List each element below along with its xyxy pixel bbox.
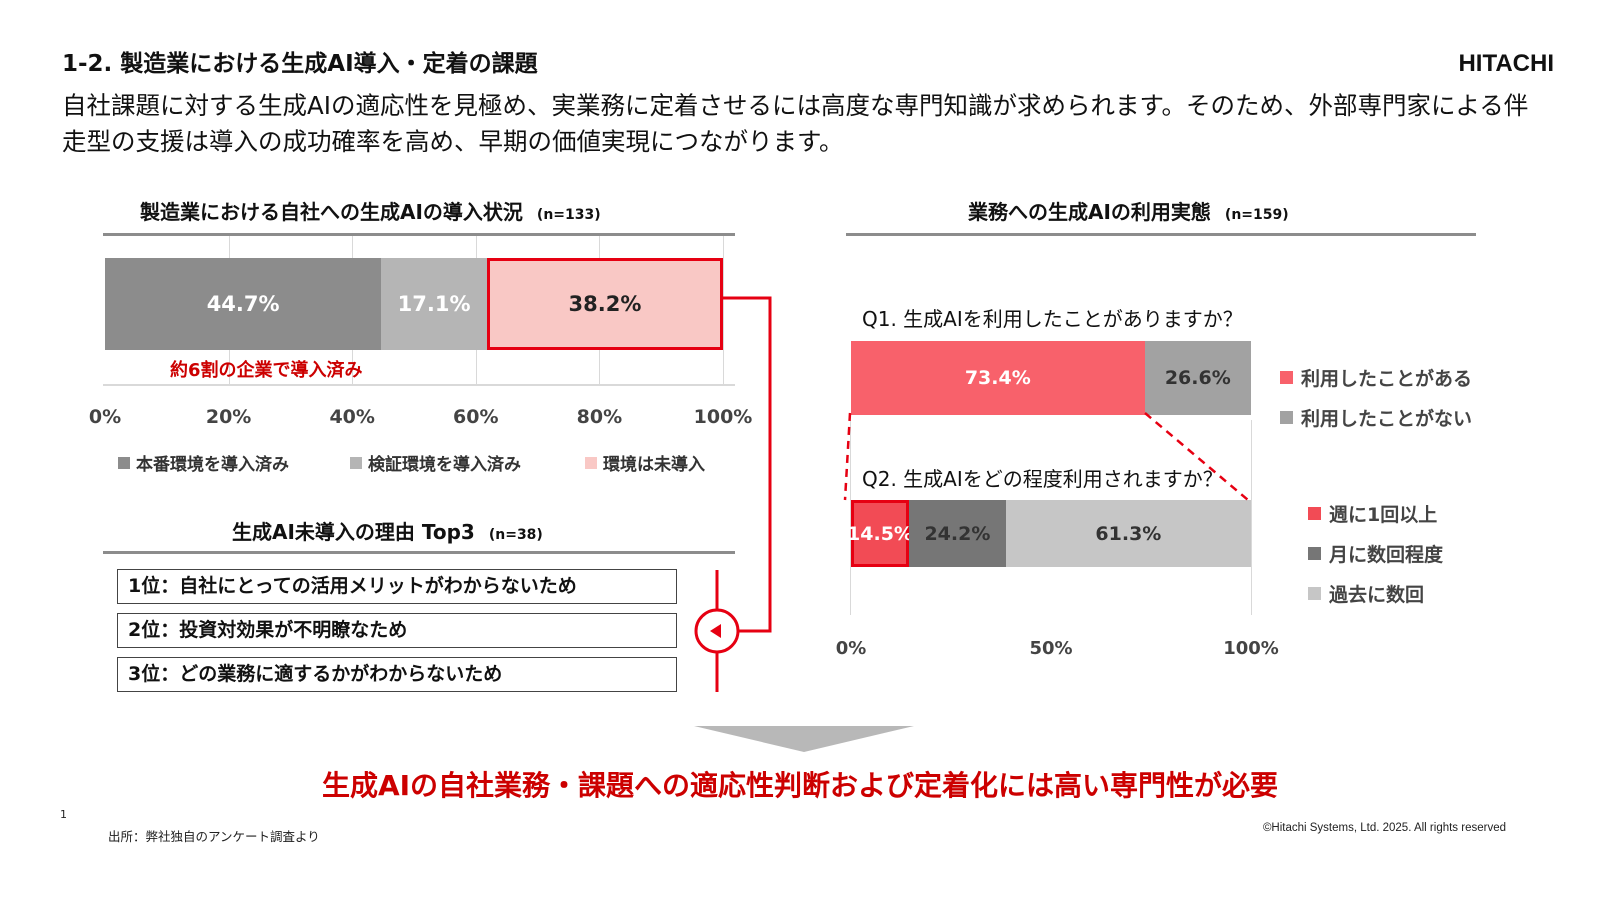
legend-label: 月に数回程度 [1329,544,1444,566]
left-legend-item: 検証環境を導入済み [350,450,521,475]
right-tick-label: 0% [835,638,867,659]
right-grid-100 [1251,420,1252,615]
q-connector [843,412,1249,501]
right-chart-n: (n=159) [1224,207,1289,223]
q2-bar-segment: 24.2% [909,500,1006,567]
q2-legend-item: 過去に数回 [1308,580,1424,607]
hitachi-logo: HITACHI [1458,50,1554,77]
reason-2: 2位：投資対効果が不明瞭なため [117,613,677,648]
left-callout: 約6割の企業で導入済み [170,360,363,381]
page-number: 1 [60,808,67,821]
page-title: 1-2. 製造業における生成AI導入・定着の課題 [62,51,538,77]
conclusion: 生成AIの自社業務・課題への適応性判断および定着化には高い専門性が必要 [321,769,1279,802]
left-bar-segment: 38.2% [486,258,723,350]
legend-swatch [1308,507,1321,520]
right-tick-label: 50% [1029,638,1073,659]
connector-line [723,296,772,633]
q2-label: Q2. 生成AIをどの程度利用されますか？ [862,467,1223,491]
left-tick-label: 100% [693,406,753,428]
legend-label: 週に1回以上 [1329,504,1438,526]
right-chart-title: 業務への生成AIの利用実態 (n=159) [968,196,1289,225]
left-arrow-icon [710,624,721,638]
legend-label: 検証環境を導入済み [368,455,521,475]
left-bar-segment: 44.7% [105,258,382,350]
reasons-rule [103,551,735,554]
legend-swatch [350,456,362,469]
left-tick-label: 0% [88,406,122,428]
legend-swatch [1280,411,1293,424]
left-chart-title-text: 製造業における自社への生成AIの導入状況 [140,200,523,224]
legend-swatch [118,456,130,469]
q-connector-right [1144,412,1249,501]
left-chart-plot: 44.7% 17.1% 38.2% [105,236,724,386]
legend-swatch [1280,371,1293,384]
reason-1: 1位：自社にとっての活用メリットがわからないため [117,569,677,604]
reasons-title: 生成AI未導入の理由 Top3 (n=38) [232,516,543,545]
reason-3: 3位：どの業務に適するかがわからないため [117,657,677,692]
left-tick-label: 20% [205,406,252,428]
right-chart-rule [846,233,1476,236]
q1-bar-segment: 73.4% [851,341,1145,415]
legend-label: 本番環境を導入済み [136,455,289,475]
left-chart-title: 製造業における自社への生成AIの導入状況 (n=133) [140,196,601,225]
q1-label: Q1. 生成AIを利用したことがありますか？ [862,307,1243,331]
red-connector [694,296,772,692]
down-arrow-icon [694,726,914,752]
legend-swatch [1308,547,1321,560]
left-bar-segment: 17.1% [381,258,487,350]
copyright: ©Hitachi Systems, Ltd. 2025. All rights … [1262,822,1506,834]
right-chart-title-text: 業務への生成AIの利用実態 [968,200,1211,224]
left-tick-label: 40% [329,406,375,428]
q2-bar-segment: 14.5% [847,500,913,567]
left-gridline [723,236,724,386]
legend-swatch [585,456,597,469]
legend-label: 環境は未導入 [603,455,705,475]
legend-label: 利用したことがある [1301,368,1473,390]
q2-legend-item: 週に1回以上 [1308,500,1437,527]
right-grid-0 [850,420,851,615]
legend-label: 利用したことがない [1301,408,1473,430]
left-chart-rule [103,233,735,236]
left-tick-label: 80% [576,406,623,428]
reasons-n: (n=38) [488,527,543,543]
source-note: 出所：弊社独自のアンケート調査より [108,829,320,844]
left-legend-item: 環境は未導入 [585,450,705,475]
q2-legend-item: 月に数回程度 [1308,540,1443,567]
q-connector-left [843,412,852,501]
lead-text: 自社課題に対する生成AIの適応性を見極め、実業務に定着させるには高度な専門知識が… [62,91,1529,156]
legend-swatch [1308,587,1321,600]
left-axis-baseline [103,384,735,386]
reasons-title-text: 生成AI未導入の理由 Top3 [232,520,475,544]
left-legend-item: 本番環境を導入済み [118,450,289,475]
legend-label: 過去に数回 [1329,584,1425,606]
right-tick-label: 100% [1223,638,1279,659]
q2-bar-segment: 61.3% [1005,500,1251,567]
q1-bar-segment: 26.6% [1144,341,1251,415]
q1-legend-item: 利用したことがある [1280,364,1472,391]
left-chart-n: (n=133) [536,207,601,223]
q1-legend-item: 利用したことがない [1280,404,1472,431]
left-tick-label: 60% [453,406,499,428]
